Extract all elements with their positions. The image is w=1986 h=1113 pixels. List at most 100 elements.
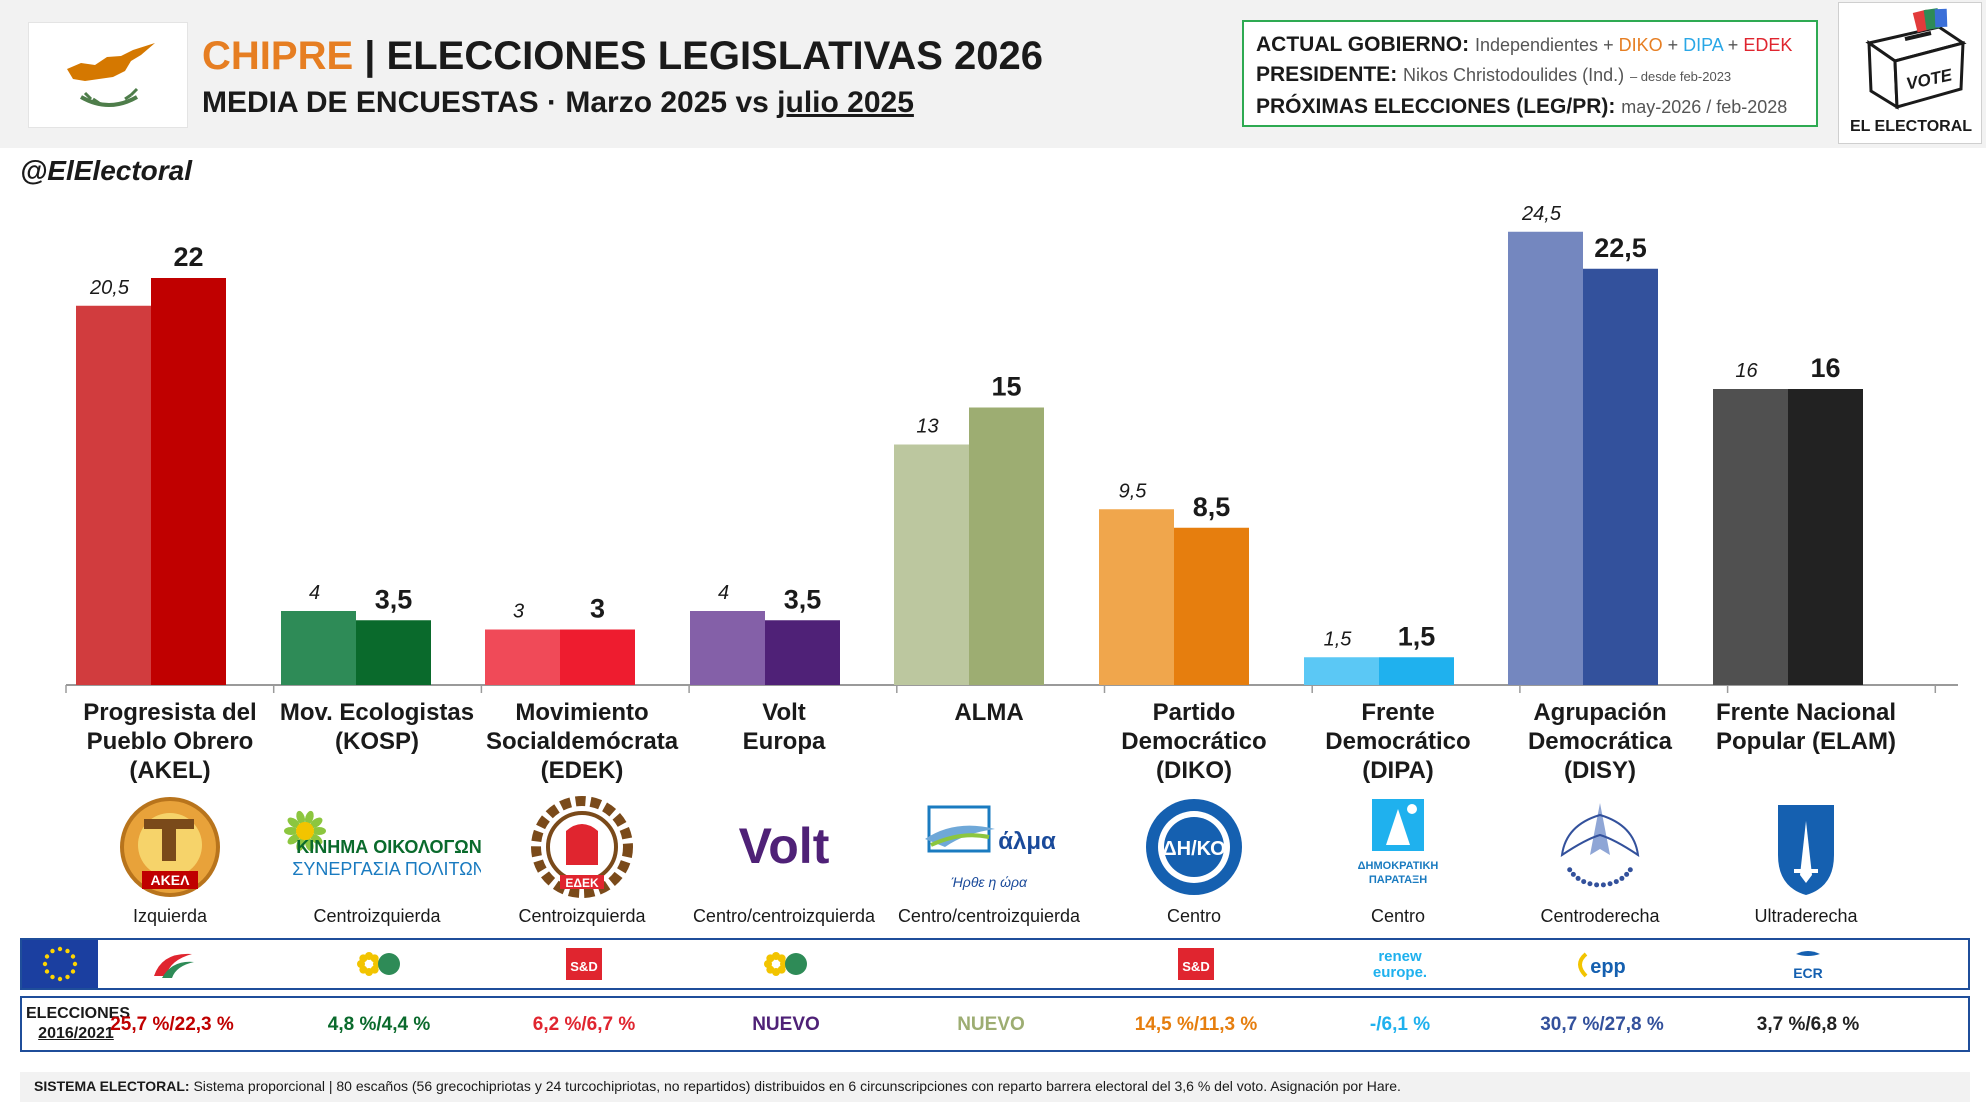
president-since: – desde feb-2023 (1629, 69, 1732, 84)
previous-results-row: ELECCIONES 2016/2021 25,7 %/22,3 % 4,8 %/… (20, 996, 1970, 1052)
page-subtitle: MEDIA DE ENCUESTAS · Marzo 2025 vs julio… (202, 86, 914, 120)
party-name-line: Frente Nacional (1715, 699, 1897, 726)
party-ideology: Centroizquierda (518, 906, 646, 926)
previous-result-value: NUEVO (752, 1014, 820, 1035)
party-name-line: (DISY) (1564, 757, 1636, 784)
bar-march (1508, 231, 1583, 685)
previous-result-value: 3,7 %/6,8 % (1756, 1014, 1860, 1035)
subtitle-date: julio 2025 (777, 86, 914, 119)
party-logo: ΔΗ/ΚΟ (1090, 795, 1298, 900)
bar-july (151, 278, 226, 685)
data-label-july: 8,5 (1193, 492, 1231, 522)
president-value: Nikos Christodoulides (Ind.) (1403, 65, 1625, 85)
ballot-box-icon: VOTE EL ELECTORAL (1850, 8, 1972, 135)
party-name-line: (EDEK) (540, 757, 624, 784)
page-title: CHIPRE | ELECCIONES LEGISLATIVAS 2026 (202, 34, 1043, 79)
data-label-july: 3,5 (784, 584, 822, 614)
previous-result-value: NUEVO (957, 1014, 1025, 1035)
electoral-system-note: SISTEMA ELECTORAL: Sistema proporcional … (20, 1072, 1970, 1102)
next-elections-line: PRÓXIMAS ELECCIONES (LEG/PR): may-2026 /… (1256, 92, 1804, 122)
left-party-icon (154, 953, 194, 978)
diko-logo-icon: ΔΗ/ΚΟ (1146, 799, 1242, 895)
data-label-march: 3 (513, 601, 524, 623)
party-logo: Volt (680, 795, 888, 900)
bar-july (765, 620, 840, 685)
data-label-july: 16 (1810, 353, 1840, 383)
party-logo: άλμα Ήρθε η ώρα (885, 795, 1093, 900)
europarty-row: S&D S&D renew europe. epp ECR (20, 938, 1970, 990)
greens-efa-icon (764, 952, 807, 976)
party-name-label: Partido Democrático (DIKO) (1090, 698, 1298, 785)
epp-icon: epp (1578, 952, 1626, 978)
data-label-march: 16 (1735, 360, 1758, 382)
volt-logo-icon: Volt (739, 818, 830, 874)
bar-chart: 20,5 22 4 3,5 3 3 4 3,5 13 15 9,5 8,5 1,5 1,5 24,5 22,5… (65, 203, 1958, 693)
bar-march (281, 611, 356, 685)
party-ideology: Centro (1370, 906, 1426, 926)
bar-march (485, 629, 560, 685)
party-name-line: Democrático (1121, 728, 1267, 755)
party-name-line: Frente (1361, 699, 1435, 726)
party-name-label: Agrupación Democrática (DISY) (1496, 698, 1704, 785)
subtitle-text: MEDIA DE ENCUESTAS · Marzo 2025 vs (202, 86, 778, 119)
dipa-logo-icon: ΔΗΜΟΚΡΑΤΙΚΗ ΠΑΡΑΤΑΞΗ (1358, 799, 1438, 886)
party-name-line: Socialdemócrata (485, 728, 679, 755)
bar-july (1788, 389, 1863, 685)
bar-march (1304, 657, 1379, 685)
results-label-line2: 2016/2021 (38, 1025, 114, 1042)
party-name-line: Democrático (1325, 728, 1471, 755)
party-name-line: (DIKO) (1156, 757, 1232, 784)
party-ideology: Centroderecha (1540, 906, 1660, 926)
plus-sign: + (1662, 35, 1684, 55)
next-elections-label: PRÓXIMAS ELECCIONES (LEG/PR): (1256, 95, 1616, 118)
party-name-line: Democrática (1527, 728, 1673, 755)
party-name-line: Movimiento (515, 699, 649, 726)
svg-text:ECR: ECR (1793, 965, 1823, 981)
svg-text:άλμα: άλμα (998, 828, 1056, 855)
party-ideology: Centro/centroizquierda (897, 906, 1081, 926)
svg-text:europe.: europe. (1373, 964, 1427, 981)
country-name: CHIPRE (202, 34, 354, 78)
svg-text:ΑΚΕΛ: ΑΚΕΛ (151, 872, 191, 888)
bar-july (1379, 657, 1454, 685)
bar-july (560, 629, 635, 685)
party-name-line: (AKEL) (129, 757, 211, 784)
party-name-label: Frente Nacional Popular (ELAM) (1702, 698, 1910, 756)
svg-text:ΕΔΕΚ: ΕΔΕΚ (565, 876, 599, 890)
previous-result-value: 30,7 %/27,8 % (1540, 1014, 1664, 1035)
government-label: ACTUAL GOBIERNO: (1256, 33, 1470, 56)
previous-result-value: 14,5 %/11,3 % (1134, 1014, 1258, 1035)
party-ideology: Centroizquierda (313, 906, 441, 926)
bar-march (1099, 509, 1174, 685)
party-name-line: Europa (742, 728, 826, 755)
government-info-box: ACTUAL GOBIERNO: Independientes + DIKO +… (1242, 20, 1818, 127)
twitter-handle: @ElElectoral (20, 155, 193, 186)
data-label-july: 3,5 (375, 584, 413, 614)
previous-results-label: ELECCIONES 2016/2021 (26, 1004, 130, 1044)
party-name-label: Progresista del Pueblo Obrero (AKEL) (66, 698, 274, 785)
gov-party-ind: Independientes (1474, 35, 1599, 55)
disy-logo-icon (1560, 803, 1640, 888)
header-bar: CHIPRE | ELECCIONES LEGISLATIVAS 2026 ME… (0, 0, 1986, 148)
party-name-line: (DIPA) (1362, 757, 1434, 784)
gov-party-diko: DIKO (1618, 35, 1663, 55)
party-ideology: Izquierda (132, 906, 208, 926)
plus-sign: + (1598, 35, 1619, 55)
svg-text:ΚΙΝΗΜΑ ΟΙΚΟΛΟΓΩΝ: ΚΙΝΗΜΑ ΟΙΚΟΛΟΓΩΝ (296, 837, 481, 857)
data-label-march: 4 (309, 582, 320, 604)
previous-result-value: 25,7 %/22,3 % (110, 1014, 234, 1035)
party-name-label: ALMA (885, 698, 1093, 727)
data-label-july: 22,5 (1594, 233, 1647, 263)
bar-july (356, 620, 431, 685)
bar-july (969, 407, 1044, 685)
svg-text:Ήρθε η ώρα: Ήρθε η ώρα (951, 874, 1028, 890)
cyprus-flag-icon (28, 22, 188, 128)
svg-text:Volt: Volt (739, 818, 830, 874)
bar-march (894, 444, 969, 685)
party-logo: ΑΚΕΛ (66, 795, 274, 900)
party-name-line: Agrupación (1533, 699, 1667, 726)
greens-efa-icon (357, 952, 400, 976)
data-label-march: 9,5 (1119, 480, 1148, 502)
party-logo (1496, 795, 1704, 900)
